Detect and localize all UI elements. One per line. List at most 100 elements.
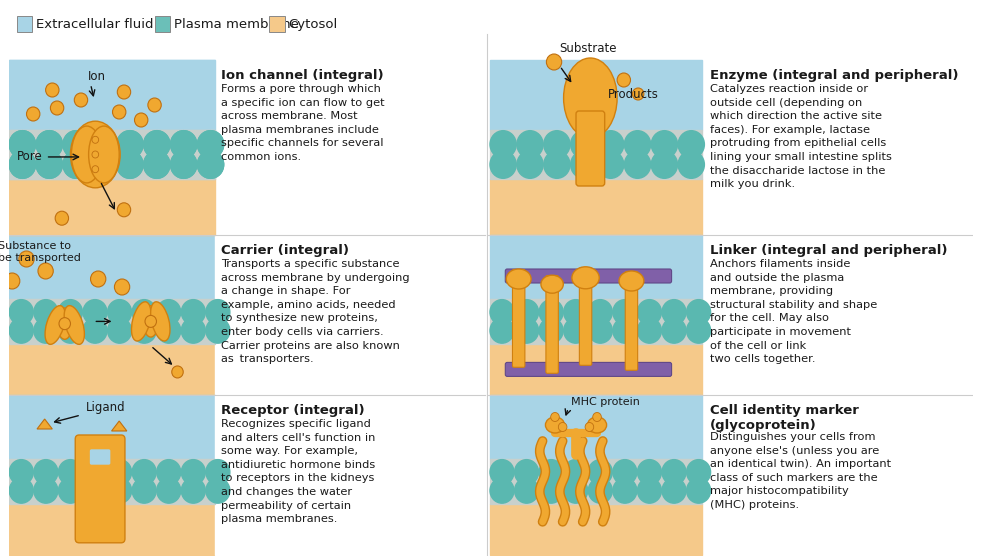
Bar: [706, 60, 971, 235]
Circle shape: [9, 460, 33, 485]
Circle shape: [92, 166, 99, 173]
Circle shape: [686, 460, 711, 485]
Circle shape: [157, 318, 180, 343]
Text: Plasma membrane: Plasma membrane: [173, 17, 298, 31]
Circle shape: [662, 478, 686, 503]
Circle shape: [651, 131, 677, 158]
Circle shape: [64, 131, 90, 158]
FancyBboxPatch shape: [91, 450, 110, 464]
Circle shape: [83, 300, 107, 325]
Bar: [9, 179, 215, 235]
Bar: [9, 504, 215, 555]
Circle shape: [9, 131, 35, 158]
Circle shape: [55, 211, 69, 225]
Circle shape: [613, 460, 637, 485]
Circle shape: [108, 478, 132, 503]
Text: Products: Products: [608, 88, 658, 101]
Bar: [9, 395, 215, 459]
Circle shape: [4, 273, 20, 289]
Circle shape: [637, 300, 661, 325]
Circle shape: [563, 318, 588, 343]
Bar: [154, 16, 170, 32]
Circle shape: [90, 131, 116, 158]
Circle shape: [514, 460, 538, 485]
Circle shape: [598, 151, 624, 178]
FancyBboxPatch shape: [625, 271, 638, 370]
Text: Recognizes specific ligand
and alters cell's function in
some way. For example,
: Recognizes specific ligand and alters ce…: [222, 419, 376, 524]
Circle shape: [181, 300, 206, 325]
Circle shape: [490, 300, 514, 325]
Circle shape: [58, 478, 83, 503]
FancyBboxPatch shape: [580, 267, 592, 365]
Circle shape: [543, 151, 570, 178]
Text: Enzyme (integral and peripheral): Enzyme (integral and peripheral): [710, 69, 959, 82]
Bar: [706, 235, 971, 395]
Circle shape: [134, 113, 148, 127]
Circle shape: [9, 131, 35, 158]
Circle shape: [546, 54, 561, 70]
Circle shape: [144, 131, 170, 158]
Circle shape: [50, 101, 64, 115]
Polygon shape: [112, 421, 127, 431]
Circle shape: [686, 318, 711, 343]
Bar: [490, 130, 703, 179]
Circle shape: [181, 460, 206, 485]
Bar: [9, 344, 215, 395]
Bar: [9, 130, 215, 179]
Circle shape: [198, 151, 224, 178]
Circle shape: [617, 73, 630, 87]
Circle shape: [514, 300, 538, 325]
Circle shape: [157, 300, 180, 325]
Circle shape: [593, 413, 602, 421]
Ellipse shape: [506, 269, 531, 289]
Circle shape: [108, 318, 132, 343]
Circle shape: [115, 279, 130, 295]
Circle shape: [662, 300, 686, 325]
Ellipse shape: [57, 308, 73, 339]
Circle shape: [83, 318, 107, 343]
Circle shape: [34, 300, 57, 325]
Circle shape: [206, 318, 230, 343]
Circle shape: [170, 131, 197, 158]
Circle shape: [206, 460, 230, 485]
Circle shape: [91, 271, 106, 287]
Circle shape: [83, 478, 107, 503]
Circle shape: [58, 300, 83, 325]
Ellipse shape: [72, 126, 102, 183]
Circle shape: [108, 460, 132, 485]
Circle shape: [514, 318, 538, 343]
Text: Ligand: Ligand: [86, 401, 125, 414]
Circle shape: [45, 83, 59, 97]
Bar: [215, 395, 481, 555]
Text: Forms a pore through which
a specific ion can flow to get
across membrane. Most
: Forms a pore through which a specific io…: [222, 84, 385, 162]
Circle shape: [490, 318, 514, 343]
Circle shape: [181, 478, 206, 503]
Circle shape: [9, 300, 33, 325]
Text: Linker (integral and peripheral): Linker (integral and peripheral): [710, 244, 948, 257]
FancyBboxPatch shape: [505, 269, 671, 283]
Text: Substrate: Substrate: [558, 42, 616, 55]
Circle shape: [34, 478, 57, 503]
Circle shape: [651, 151, 677, 178]
Bar: [9, 459, 215, 504]
Bar: [490, 235, 703, 299]
Circle shape: [171, 366, 183, 378]
Circle shape: [571, 151, 597, 178]
Circle shape: [117, 151, 143, 178]
Circle shape: [92, 136, 99, 143]
Bar: [490, 299, 703, 344]
Circle shape: [132, 318, 156, 343]
Circle shape: [34, 318, 57, 343]
Text: Cytosol: Cytosol: [288, 17, 338, 31]
Circle shape: [157, 478, 180, 503]
Ellipse shape: [572, 267, 599, 289]
Circle shape: [637, 460, 661, 485]
Ellipse shape: [563, 58, 617, 138]
Bar: [9, 179, 215, 235]
Ellipse shape: [143, 306, 158, 337]
Bar: [490, 395, 703, 459]
Circle shape: [662, 318, 686, 343]
Circle shape: [490, 131, 516, 158]
Text: Substance to: Substance to: [0, 241, 71, 251]
Ellipse shape: [541, 275, 563, 293]
